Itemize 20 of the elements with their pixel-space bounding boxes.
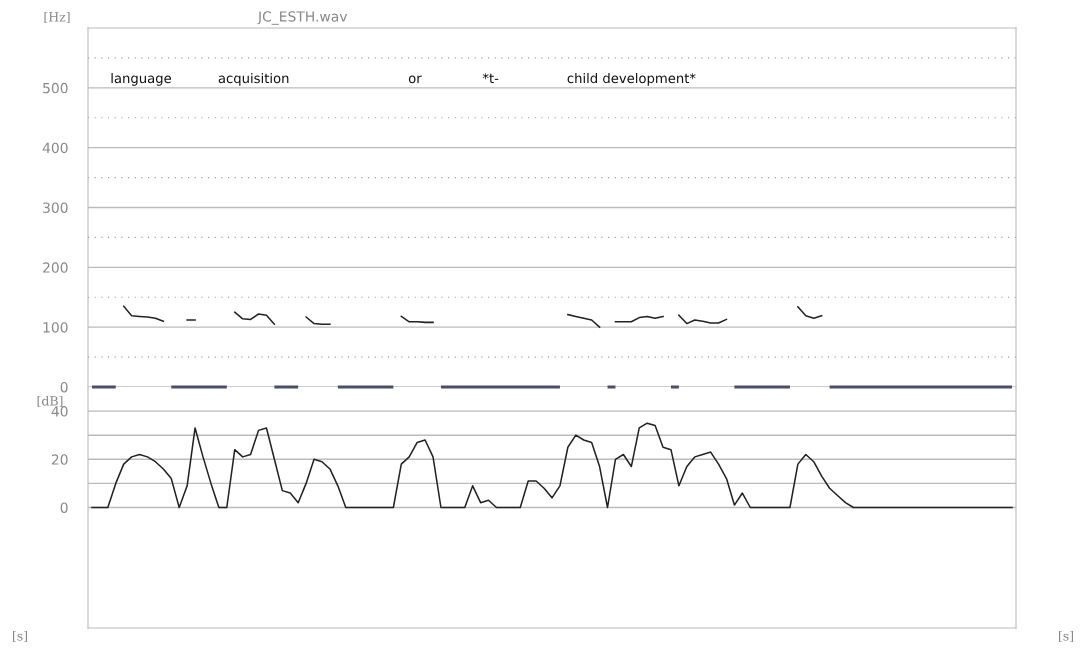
y-tick-label: 0 [60, 502, 68, 513]
annotation: or [408, 75, 422, 84]
y-tick-label: 300 [43, 202, 68, 213]
y-tick-label: 200 [43, 262, 68, 273]
annotation: *t- [482, 73, 499, 83]
annotation: acquisition [218, 72, 289, 86]
annotation: child development* [567, 72, 696, 86]
chart-title: JC_ESTH.wav [257, 11, 348, 25]
annotation: language [111, 72, 171, 86]
line-series [91, 422, 1013, 509]
y-tick-label: 0 [60, 381, 68, 393]
y-axis-title: [dB] [37, 395, 63, 408]
y-tick-label: 100 [43, 322, 68, 333]
y-tick-label: 400 [42, 142, 68, 154]
y-axis-title: [Hz] [44, 11, 70, 24]
x-axis-title: [s] [1058, 630, 1074, 643]
y-tick-label: 500 [43, 82, 68, 94]
text: [s] [12, 630, 28, 643]
y-tick-label: 40 [51, 406, 68, 417]
y-tick-label: 20 [51, 454, 68, 465]
